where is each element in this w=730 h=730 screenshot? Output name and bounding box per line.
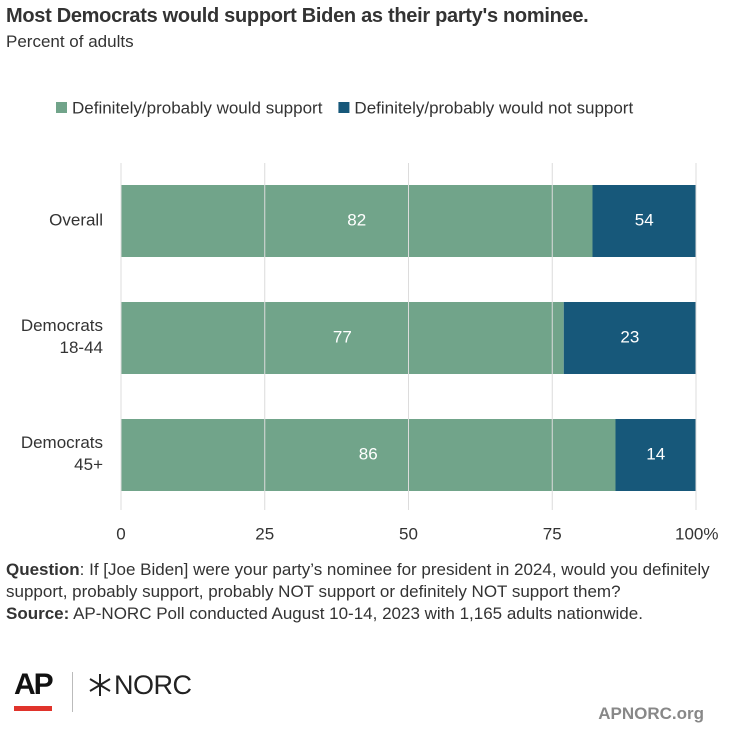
bar-segment	[121, 302, 564, 374]
label-line: 18-44	[60, 338, 103, 357]
bar-segment	[121, 419, 616, 491]
logo-separator	[72, 672, 73, 712]
data-label: 14	[646, 444, 665, 463]
x-tick-label: 50	[399, 524, 418, 543]
legend-swatch	[338, 102, 350, 113]
y-tick-label: Democrats 45+	[21, 433, 103, 474]
source: AP-NORC Poll conducted August 10-14, 202…	[69, 604, 643, 623]
x-tick-label: 25	[255, 524, 274, 543]
legend-label: Definitely/probably would not support	[354, 98, 633, 117]
data-label: 23	[620, 327, 639, 346]
ap-logo: AP	[14, 668, 54, 701]
y-tick-label: Overall	[49, 210, 103, 229]
y-tick-label: Democrats 18-44	[21, 316, 103, 357]
chart-subtitle: Percent of adults	[6, 32, 134, 51]
norc-logo: NORC	[114, 670, 192, 700]
data-label: 86	[359, 444, 378, 463]
bar-segment	[563, 302, 696, 374]
data-label: 77	[333, 327, 352, 346]
label-line: Democrats	[21, 316, 103, 335]
data-label: 54	[635, 210, 654, 229]
x-tick-label: 0	[116, 524, 125, 543]
bar-segment	[592, 185, 696, 257]
x-tick-label: 100%	[675, 524, 718, 543]
x-tick-label: 75	[543, 524, 562, 543]
chart: Definitely/probably would support Definit…	[21, 98, 719, 543]
source-label: Source:	[6, 604, 70, 623]
legend-swatch	[56, 102, 67, 113]
label-line: Democrats	[21, 433, 103, 452]
star-icon	[89, 674, 111, 696]
footer: Question: If [Joe Biden] were your party…	[6, 559, 724, 625]
label-line: 45+	[74, 455, 103, 474]
legend-label: Definitely/probably would support	[72, 98, 323, 117]
data-label: 82	[347, 210, 366, 229]
bar-segment	[121, 185, 593, 257]
question: : If [Joe Biden] were your party’s nomin…	[6, 560, 710, 601]
chart-title: Most Democrats would support Biden as th…	[6, 5, 589, 27]
site-url: APNORC.org	[598, 704, 704, 723]
bar-segment	[615, 419, 696, 491]
ap-logo-bar	[14, 706, 52, 711]
plot-area	[121, 185, 696, 491]
question-label: Question	[6, 560, 80, 579]
